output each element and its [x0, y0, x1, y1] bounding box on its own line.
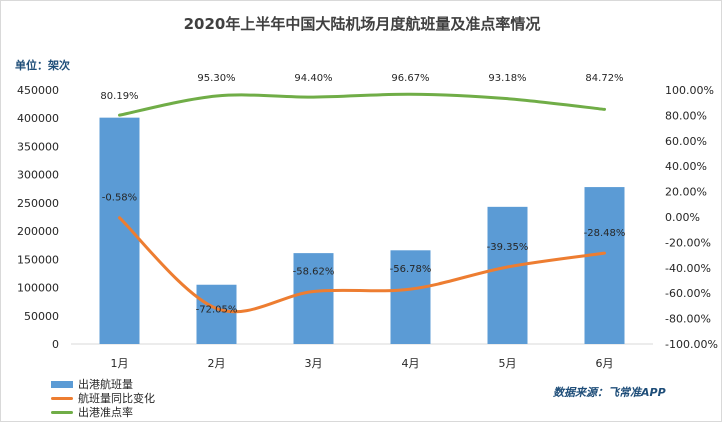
- unit-label: 单位：架次: [15, 59, 70, 72]
- bar-flights: [487, 206, 528, 344]
- left-axis-tick-label: 100000: [17, 282, 59, 295]
- legend-label-ontime: 出港准点率: [78, 406, 133, 419]
- legend-label-yoy: 航班量同比变化: [78, 392, 155, 405]
- right-axis-tick-label: 20.00%: [665, 186, 707, 199]
- data-label-ontime: 96.67%: [391, 73, 429, 84]
- data-label-yoy: -0.58%: [102, 193, 137, 204]
- x-axis-tick-label: 5月: [499, 357, 517, 370]
- x-axis-tick-label: 4月: [402, 357, 420, 370]
- legend-label-flights: 出港航班量: [78, 378, 133, 391]
- right-axis-tick-label: 60.00%: [665, 135, 707, 148]
- left-axis-tick-label: 350000: [17, 140, 59, 153]
- left-axis-tick-label: 450000: [17, 84, 59, 97]
- data-label-ontime: 94.40%: [294, 73, 332, 84]
- left-axis-tick-label: 0: [52, 338, 59, 351]
- x-axis-tick-label: 6月: [596, 357, 614, 370]
- legend-swatch-flights: [51, 380, 73, 388]
- legend-item-flights: 出港航班量: [51, 377, 155, 391]
- data-label-yoy: -56.78%: [390, 264, 432, 275]
- x-axis-tick-label: 2月: [208, 357, 226, 370]
- bar-flights: [196, 284, 237, 344]
- left-axis-tick-label: 200000: [17, 225, 59, 238]
- legend-item-yoy: 航班量同比变化: [51, 391, 155, 405]
- data-label-yoy: -28.48%: [584, 228, 626, 239]
- left-axis-tick-label: 50000: [24, 310, 59, 323]
- data-label-yoy: -72.05%: [196, 305, 238, 316]
- data-label-ontime: 95.30%: [197, 73, 235, 84]
- right-axis-tick-label: -80.00%: [665, 313, 711, 326]
- x-axis-tick-label: 1月: [111, 357, 129, 370]
- left-axis-tick-label: 250000: [17, 197, 59, 210]
- right-axis-tick-label: -60.00%: [665, 287, 711, 300]
- source-label: 数据来源：飞常准APP: [553, 386, 666, 399]
- right-axis-tick-label: -100.00%: [665, 338, 718, 351]
- chart-title: 2020年上半年中国大陆机场月度航班量及准点率情况: [183, 15, 541, 33]
- right-axis-tick-label: -20.00%: [665, 236, 711, 249]
- line-ontime-rate: [118, 92, 606, 117]
- data-label-ontime: 84.72%: [585, 73, 623, 84]
- legend-swatch-ontime: [51, 410, 73, 414]
- right-axis-tick-label: 100.00%: [665, 84, 714, 97]
- bar-flights: [390, 250, 431, 344]
- bar-flights: [584, 187, 625, 344]
- left-axis-tick-label: 150000: [17, 253, 59, 266]
- legend-item-ontime: 出港准点率: [51, 405, 155, 419]
- data-label-ontime: 80.19%: [100, 91, 138, 102]
- right-axis-tick-label: 40.00%: [665, 160, 707, 173]
- right-axis-tick-label: 80.00%: [665, 109, 707, 122]
- line-yoy-change: [118, 216, 606, 314]
- data-label-yoy: -58.62%: [293, 266, 335, 277]
- right-axis-tick-label: -40.00%: [665, 262, 711, 275]
- legend-swatch-yoy: [51, 396, 73, 400]
- left-axis-tick-label: 400000: [17, 112, 59, 125]
- x-axis-tick-label: 3月: [305, 357, 323, 370]
- right-axis-tick-label: 0.00%: [665, 211, 700, 224]
- data-label-ontime: 93.18%: [488, 73, 526, 84]
- bar-flights: [293, 253, 334, 344]
- data-label-yoy: -39.35%: [487, 242, 529, 253]
- left-axis-tick-label: 300000: [17, 169, 59, 182]
- legend: 出港航班量 航班量同比变化 出港准点率: [51, 377, 155, 419]
